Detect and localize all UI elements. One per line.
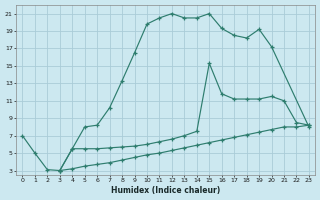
X-axis label: Humidex (Indice chaleur): Humidex (Indice chaleur) bbox=[111, 186, 220, 195]
